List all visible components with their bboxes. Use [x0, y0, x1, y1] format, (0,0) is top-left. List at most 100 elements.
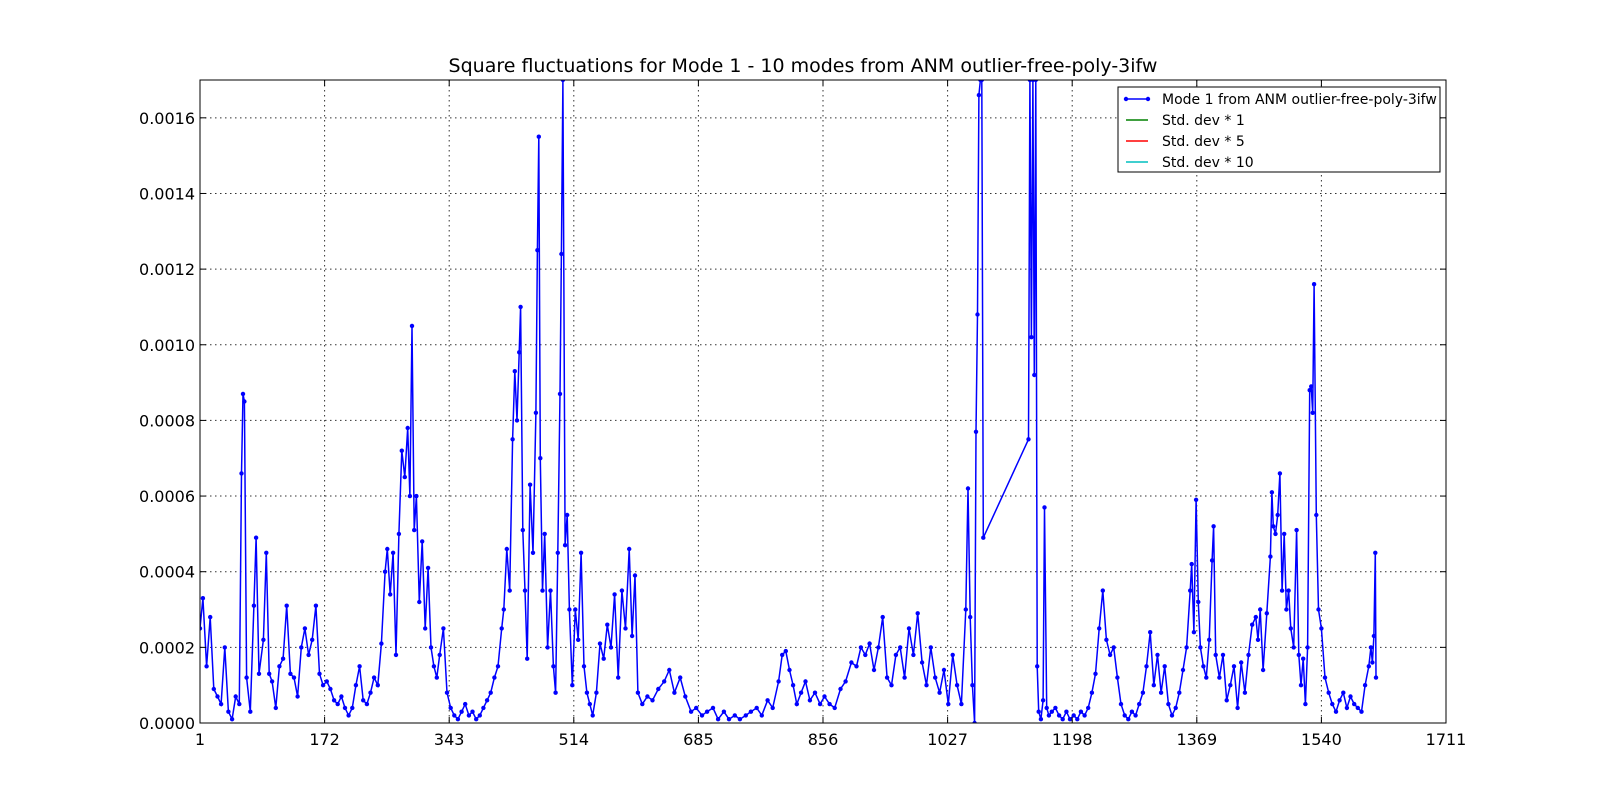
data-point	[1042, 505, 1047, 510]
data-point	[423, 626, 428, 631]
data-point	[950, 652, 955, 658]
data-point	[1137, 701, 1142, 707]
data-point	[251, 603, 257, 608]
data-point	[1162, 664, 1167, 669]
data-point	[1169, 713, 1175, 718]
data-point	[1188, 588, 1193, 593]
data-point	[555, 550, 560, 555]
data-point	[1362, 683, 1368, 688]
data-point	[353, 683, 359, 688]
data-point	[1140, 690, 1146, 695]
data-point	[748, 709, 754, 714]
data-point	[299, 645, 304, 650]
data-point	[667, 667, 672, 673]
data-point	[396, 531, 402, 537]
data-point	[1337, 698, 1342, 703]
data-point	[1026, 437, 1031, 442]
data-point	[284, 603, 289, 608]
data-point	[650, 698, 655, 703]
data-point	[350, 705, 355, 711]
data-point	[448, 705, 453, 711]
data-point	[710, 705, 716, 711]
data-point	[941, 667, 947, 673]
x-tick-label: 1540	[1301, 730, 1342, 749]
data-point	[420, 539, 425, 544]
data-point	[331, 698, 337, 703]
data-point	[474, 717, 479, 722]
data-point	[832, 705, 837, 711]
data-point	[632, 573, 638, 578]
data-point	[1277, 471, 1283, 476]
data-point	[559, 251, 564, 257]
data-point	[1316, 607, 1321, 612]
data-point	[342, 705, 348, 711]
data-point	[533, 410, 539, 415]
data-point	[973, 429, 979, 434]
data-point	[683, 694, 688, 699]
data-point	[536, 134, 541, 139]
data-point	[954, 683, 960, 688]
data-point	[849, 660, 854, 665]
data-point	[385, 546, 390, 552]
data-point	[291, 675, 297, 680]
data-point	[1294, 527, 1299, 533]
data-point	[737, 717, 743, 722]
data-point	[1104, 637, 1109, 642]
data-point	[222, 645, 227, 650]
data-point	[242, 399, 247, 404]
data-point	[704, 709, 710, 714]
data-point	[267, 671, 272, 676]
data-point	[1093, 671, 1098, 676]
data-point	[551, 664, 556, 669]
x-tick-label: 1027	[927, 730, 968, 749]
data-point	[288, 671, 293, 676]
data-point	[754, 705, 759, 711]
y-tick-label: 0.0000	[139, 714, 195, 733]
data-point	[382, 569, 388, 574]
data-point	[371, 675, 377, 680]
data-point	[1309, 384, 1314, 389]
data-point	[492, 675, 497, 680]
data-point	[688, 709, 694, 714]
data-point	[1189, 561, 1194, 567]
data-point	[1231, 664, 1237, 669]
data-point	[504, 546, 509, 552]
x-tick-label: 1198	[1052, 730, 1093, 749]
data-point	[876, 645, 881, 650]
data-point	[612, 592, 617, 597]
data-point	[770, 705, 775, 711]
data-point	[1067, 717, 1073, 722]
data-point	[510, 437, 515, 442]
data-point	[484, 698, 490, 703]
data-point	[1311, 282, 1317, 287]
data-point	[790, 683, 796, 688]
data-point	[390, 550, 396, 555]
data-point	[623, 626, 628, 631]
data-point	[527, 482, 533, 487]
data-point	[759, 713, 764, 718]
data-point	[726, 717, 732, 722]
data-point	[540, 588, 545, 593]
data-point	[1344, 705, 1350, 711]
data-point	[1033, 80, 1038, 83]
data-point	[794, 701, 799, 707]
data-point	[339, 694, 344, 699]
data-point	[1286, 588, 1291, 593]
data-point	[1201, 664, 1206, 669]
data-point	[854, 664, 859, 669]
data-point	[393, 652, 399, 658]
data-point	[573, 607, 578, 612]
data-point	[364, 701, 370, 707]
x-tick-label: 856	[808, 730, 839, 749]
data-point	[317, 671, 322, 676]
data-point	[803, 679, 808, 684]
data-point	[233, 694, 238, 699]
data-point	[915, 611, 920, 616]
data-point	[898, 645, 903, 650]
data-point	[946, 701, 951, 707]
data-point	[407, 493, 413, 499]
data-point	[520, 527, 525, 533]
data-point	[1118, 701, 1124, 707]
data-point	[218, 701, 224, 707]
data-point	[399, 448, 404, 453]
